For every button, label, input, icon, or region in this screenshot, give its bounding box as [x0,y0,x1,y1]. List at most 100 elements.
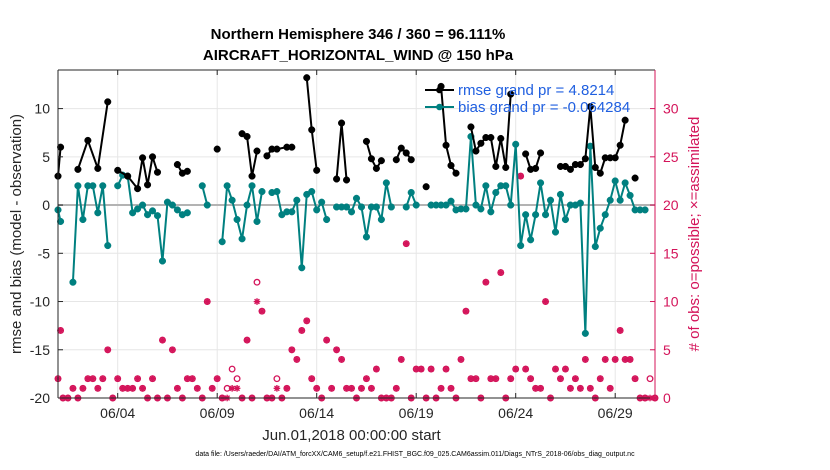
bias-point [606,196,614,204]
rmse-point [148,153,157,161]
bias-point [258,188,266,196]
obs-assimilated-marker [308,375,316,383]
right-axis-label: # of obs: o=possible; ×=assimilated [686,117,703,352]
bias-point [542,211,550,219]
bias-point [134,205,142,213]
rmse-point [631,174,639,182]
obs-assimilated-marker [482,278,490,286]
y-tick-label: 5 [42,149,50,165]
obs-assimilated-marker [323,336,330,344]
rmse-point [402,149,410,157]
bias-point [412,201,420,209]
bias-point [387,203,395,211]
rmse-point [313,166,321,174]
rmse-line [365,141,383,171]
obs-assimilated-marker [363,375,370,383]
right-tick-label: 20 [663,197,679,213]
obs-assimilated-marker [472,375,480,383]
bias-point [482,182,490,190]
rmse-point [84,136,92,144]
rmse-point [273,145,281,153]
rmse-point [333,175,341,183]
rmse-point [338,119,346,127]
bias-point [74,182,82,190]
bias-point [253,217,261,226]
bias-point [537,179,545,187]
obs-assimilated-marker [194,385,201,392]
rmse-point [447,161,455,170]
bias-point [94,209,102,217]
bias-point [104,242,112,250]
bias-point [69,278,77,286]
bias-point [233,215,241,224]
bias-point [223,182,231,190]
obs-assimilated-marker [616,327,624,334]
legend-label: rmse grand pr = 4.8214 [458,82,614,99]
obs-assimilated-marker [562,365,569,373]
bias-point [57,217,65,226]
obs-assimilated-marker [104,346,112,354]
obs-assimilated-marker [542,298,549,305]
bias-point [402,203,410,211]
obs-assimilated-marker [313,385,320,392]
obs-assimilated-marker [169,346,176,354]
obs-assimilated-marker [412,365,420,373]
obs-assimilated-marker [487,375,495,383]
obs-assimilated-marker [512,365,519,373]
obs-assimilated-marker [532,385,539,392]
obs-assimilated-marker [437,385,445,392]
bias-point [114,182,122,190]
bias-point [357,203,366,211]
bias-point [243,201,251,209]
bias-point [362,233,371,241]
obs-assimilated-marker [442,365,450,373]
bias-point [581,329,589,337]
obs-assimilated-marker [582,356,589,363]
bias-point [168,201,176,209]
bias-point [546,196,555,204]
rmse-point [248,172,256,180]
rmse-point [621,116,629,124]
obs-assimilated-marker [203,298,211,305]
rmse-point [502,163,510,171]
rmse-point [532,164,540,172]
rmse-point [566,165,574,173]
obs-assimilated-marker [527,375,534,383]
bias-point [99,182,107,190]
obs-assimilated-marker [69,385,77,392]
rmse-point [183,167,191,175]
bias-point [527,236,535,244]
rmse-point [596,169,604,177]
obs-possible-marker [228,365,236,373]
rmse-line [76,101,109,170]
rmse-point [576,160,584,169]
bias-point [198,182,206,190]
bias-point [313,206,321,214]
bias-point [352,194,361,202]
bias-point [556,190,565,198]
obs-assimilated-marker [601,356,609,363]
obs-assimilated-marker [338,356,345,363]
obs-assimilated-marker [298,327,306,334]
obs-assimilated-marker [467,375,475,383]
rmse-point [253,147,261,155]
obs-assimilated-marker [233,385,241,392]
plot-area [58,70,655,398]
bias-point [616,196,624,204]
obs-assimilated-marker [208,385,216,392]
footnote: data file: /Users/raeder/DAI/ATM_forcXX/… [195,451,635,458]
bias-point [273,188,281,196]
obs-assimilated-marker [134,375,141,383]
rmse-point [303,74,311,82]
bias-point [347,208,356,216]
rmse-point [144,181,152,189]
obs-assimilated-marker [243,336,251,344]
legend-marker [436,86,443,94]
y-tick-label: -5 [38,245,51,261]
obs-assimilated-marker [596,375,604,383]
bias-point [203,201,211,209]
rmse-point [507,90,515,98]
bias-point [626,191,634,199]
bias-point [591,242,599,251]
rmse-point [343,176,351,184]
